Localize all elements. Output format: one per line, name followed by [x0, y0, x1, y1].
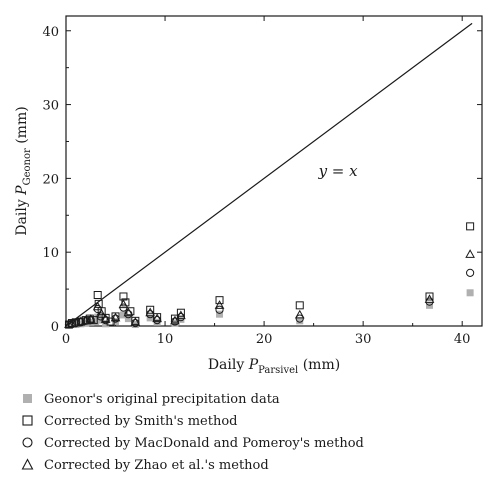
- reference-line-y-equals-x: [65, 22, 473, 327]
- x-axis-title-suffix: (mm): [298, 357, 340, 373]
- point-geonor-original: [466, 289, 474, 297]
- y-tick-label: 0: [51, 320, 59, 335]
- x-axis-title-sub: Parsivel: [258, 365, 298, 376]
- legend-label: Corrected by Zhao et al.'s method: [44, 457, 269, 473]
- y-axis-title-suffix: (mm): [14, 106, 30, 148]
- point-smith: [425, 292, 434, 301]
- x-tick-label: 40: [454, 332, 471, 347]
- legend: Geonor's original precipitation data Cor…: [20, 388, 364, 476]
- point-macdonald-pomeroy: [131, 318, 140, 328]
- y-axis-title-prefix: Daily: [14, 195, 30, 236]
- point-zhao: [64, 319, 74, 329]
- y-axis-title-sub: Geonor: [22, 148, 33, 185]
- point-geonor-original: [119, 311, 127, 319]
- point-smith: [146, 305, 155, 314]
- point-smith: [93, 291, 102, 299]
- point-smith: [215, 296, 224, 305]
- point-zhao: [176, 310, 186, 320]
- legend-item-smith: Corrected by Smith's method: [20, 410, 364, 432]
- x-tick-label: 30: [355, 332, 372, 347]
- point-geonor-original: [92, 318, 100, 326]
- y-tick-label: 10: [42, 246, 59, 261]
- point-zhao: [110, 312, 121, 322]
- point-zhao: [130, 317, 141, 326]
- x-tick-label: 0: [62, 332, 70, 347]
- point-smith: [89, 316, 98, 325]
- filled-square-marker-icon: [23, 394, 32, 403]
- reference-line-label: y = x: [318, 162, 359, 180]
- point-zhao: [145, 307, 156, 317]
- plot-frame: [65, 15, 483, 327]
- point-macdonald-pomeroy: [466, 268, 475, 277]
- x-tick-label: 10: [157, 332, 174, 347]
- point-macdonald-pomeroy: [111, 314, 120, 323]
- legend-label: Corrected by MacDonald and Pomeroy's met…: [44, 435, 364, 451]
- point-geonor-original: [77, 320, 85, 328]
- y-axis-title-var: P: [14, 185, 30, 196]
- plot-area: [65, 15, 483, 327]
- point-zhao: [118, 299, 129, 309]
- point-macdonald-pomeroy: [170, 317, 180, 326]
- point-zhao: [170, 315, 180, 325]
- point-smith: [295, 301, 304, 310]
- point-geonor-original: [153, 318, 161, 326]
- point-zhao: [100, 314, 111, 323]
- point-geonor-original: [124, 315, 132, 323]
- x-axis-title-var: P: [248, 357, 259, 373]
- point-zhao: [214, 300, 225, 309]
- point-macdonald-pomeroy: [215, 305, 224, 314]
- x-tick-label: 20: [256, 332, 273, 347]
- x-axis-title: Daily PParsivel (mm): [208, 357, 340, 376]
- point-geonor-original: [112, 318, 120, 326]
- point-zhao: [123, 307, 134, 317]
- point-geonor-original: [177, 315, 185, 323]
- point-zhao: [85, 314, 96, 323]
- y-tick-label: 40: [42, 25, 59, 40]
- legend-item-zhao: Corrected by Zhao et al.'s method: [20, 454, 364, 476]
- point-geonor-original: [171, 319, 179, 327]
- point-zhao: [424, 294, 435, 303]
- open-circle-marker-icon: [22, 437, 33, 448]
- x-axis-title-prefix: Daily: [208, 357, 249, 373]
- y-tick-label: 20: [42, 172, 59, 187]
- point-macdonald-pomeroy: [295, 314, 304, 323]
- y-axis-title: Daily PGeonor (mm): [14, 106, 33, 235]
- open-square-marker-icon: [22, 415, 33, 426]
- point-zhao: [152, 313, 162, 323]
- y-tick-label: 30: [42, 99, 59, 114]
- legend-label: Corrected by Smith's method: [44, 413, 238, 429]
- point-zhao: [92, 301, 103, 311]
- point-smith: [176, 308, 185, 317]
- data-points: [64, 222, 475, 329]
- point-zhao: [294, 309, 305, 319]
- open-triangle-marker-icon: [21, 458, 34, 470]
- legend-label: Geonor's original precipitation data: [44, 391, 280, 407]
- legend-item-macdonald-pomeroy: Corrected by MacDonald and Pomeroy's met…: [20, 432, 364, 454]
- point-zhao: [96, 308, 107, 318]
- point-geonor-original: [82, 319, 90, 327]
- point-geonor-original: [216, 310, 224, 318]
- point-geonor-original: [296, 317, 304, 325]
- legend-item-geonor-original: Geonor's original precipitation data: [20, 388, 364, 410]
- point-smith: [466, 222, 475, 231]
- point-zhao: [465, 249, 475, 258]
